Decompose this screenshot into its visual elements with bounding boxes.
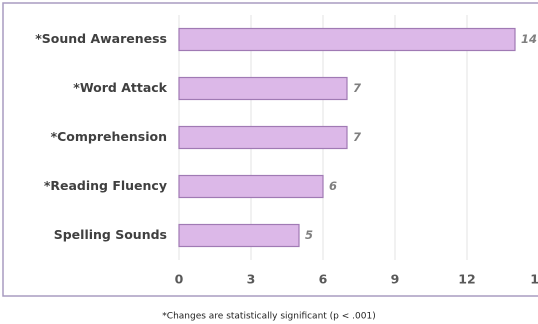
value-label: 6 bbox=[329, 179, 337, 193]
y-tick-label: *Comprehension bbox=[51, 129, 167, 144]
value-label: 5 bbox=[305, 228, 313, 242]
bar bbox=[178, 174, 324, 199]
x-tick-label: 3 bbox=[247, 272, 256, 287]
bar bbox=[178, 27, 516, 52]
x-tick-label: 9 bbox=[391, 272, 400, 287]
value-label: 7 bbox=[353, 81, 361, 95]
x-tick-label: 6 bbox=[319, 272, 328, 287]
bar bbox=[178, 223, 300, 248]
value-label: 14 bbox=[521, 32, 537, 46]
plot-frame bbox=[2, 2, 538, 297]
x-tick-label: 12 bbox=[458, 272, 475, 287]
x-tick-label: 15 bbox=[530, 272, 538, 287]
y-tick-label: Spelling Sounds bbox=[54, 227, 167, 242]
bar bbox=[178, 76, 348, 101]
y-tick-label: *Sound Awareness bbox=[35, 31, 167, 46]
y-tick-label: *Word Attack bbox=[73, 80, 167, 95]
bar bbox=[178, 125, 348, 150]
x-tick-label: 0 bbox=[175, 272, 184, 287]
value-label: 7 bbox=[353, 130, 361, 144]
y-tick-label: *Reading Fluency bbox=[44, 178, 167, 193]
footnote: *Changes are statistically significant (… bbox=[162, 312, 375, 322]
